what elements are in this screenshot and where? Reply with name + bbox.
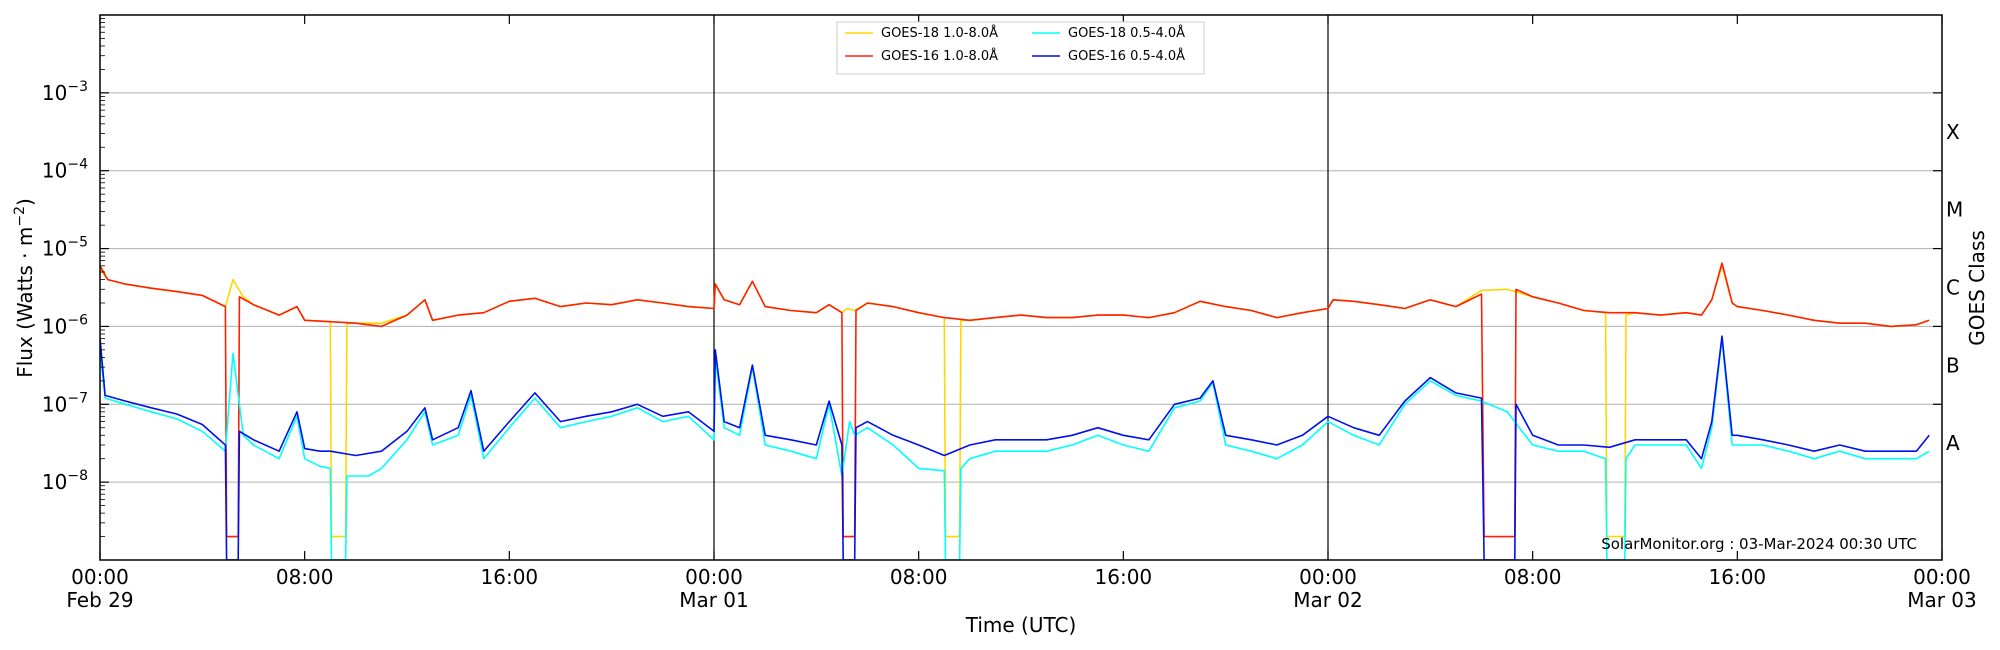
y-axis-title-base: Flux (Watts · m bbox=[13, 227, 37, 378]
y-axis-title-close: ) bbox=[13, 198, 37, 206]
plot-frame bbox=[99, 14, 1943, 561]
x-tick-date-9: Mar 03 bbox=[1907, 588, 1977, 612]
y-tick-label-3: 10−5 bbox=[42, 235, 88, 261]
x-tick-label-3: 00:00 bbox=[685, 565, 743, 589]
x-tick-label-5: 16:00 bbox=[1095, 565, 1153, 589]
x-tick-date-3: Mar 01 bbox=[679, 588, 749, 612]
class-label-2: C bbox=[1946, 276, 1960, 300]
x-tick-label-0: 00:00 bbox=[71, 565, 129, 589]
class-label-1: B bbox=[1946, 353, 1960, 377]
legend-label-1: GOES-16 1.0-8.0Å bbox=[881, 48, 998, 64]
legend-label-2: GOES-18 0.5-4.0Å bbox=[1068, 25, 1185, 41]
series-line-1 bbox=[100, 262, 1930, 538]
series-layer bbox=[100, 262, 1930, 560]
legend-box bbox=[836, 21, 1205, 75]
class-label-3: M bbox=[1946, 198, 1963, 222]
x-tick-label-9: 00:00 bbox=[1913, 565, 1971, 589]
x-tick-date-6: Mar 02 bbox=[1293, 588, 1363, 612]
y-tick-label-1: 10−7 bbox=[42, 390, 88, 416]
y-tick-label-4: 10−4 bbox=[42, 157, 88, 183]
y-tick-label-0: 10−8 bbox=[42, 468, 88, 494]
x-tick-label-4: 08:00 bbox=[890, 565, 948, 589]
y-axis-ticks: 10−8 10−7 10−6 10−5 10−4 10−3 bbox=[42, 18, 109, 537]
class-label-4: X bbox=[1946, 120, 1960, 144]
grid-lines bbox=[100, 92, 1942, 483]
class-label-0: A bbox=[1946, 431, 1960, 455]
legend-label-0: GOES-18 1.0-8.0Å bbox=[881, 25, 998, 41]
x-tick-label-8: 16:00 bbox=[1709, 565, 1767, 589]
legend: GOES-18 1.0-8.0Å GOES-16 1.0-8.0Å GOES-18 … bbox=[836, 21, 1205, 75]
series-line-0 bbox=[100, 264, 1930, 538]
y-axis-title-sup: −2 bbox=[12, 206, 28, 227]
x-tick-label-6: 00:00 bbox=[1299, 565, 1357, 589]
x-axis-title: Time (UTC) bbox=[965, 613, 1077, 637]
day-boundary-lines bbox=[713, 15, 1329, 560]
series-line-2 bbox=[100, 337, 1930, 560]
y-axis-title: Flux (Watts · m−2) bbox=[12, 198, 37, 378]
goes-class-labels: A B C M X bbox=[1933, 92, 1963, 455]
credit-text: SolarMonitor.org : 03-Mar-2024 00:30 UTC bbox=[1601, 535, 1917, 553]
right-axis-title: GOES Class bbox=[1965, 230, 1989, 346]
legend-label-3: GOES-16 0.5-4.0Å bbox=[1068, 48, 1185, 64]
y-tick-label-5: 10−3 bbox=[42, 79, 88, 105]
x-tick-date-0: Feb 29 bbox=[66, 588, 133, 612]
x-tick-label-1: 08:00 bbox=[276, 565, 334, 589]
y-tick-label-2: 10−6 bbox=[42, 312, 88, 338]
series-line-3 bbox=[100, 335, 1930, 560]
x-tick-label-2: 16:00 bbox=[481, 565, 539, 589]
x-tick-label-7: 08:00 bbox=[1504, 565, 1562, 589]
